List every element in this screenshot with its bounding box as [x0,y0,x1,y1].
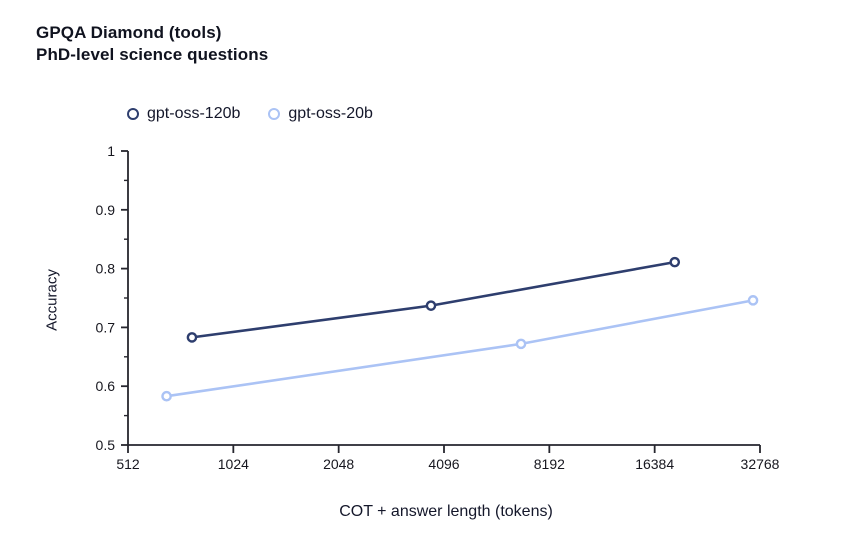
series-line-gpt-oss-20b [165,299,755,398]
series-line-gpt-oss-120b [190,260,677,339]
y-tick-label: 0.8 [96,261,116,277]
legend-item-gpt-oss-20b: gpt-oss-20b [268,105,373,123]
x-tick-label: 16384 [635,456,674,472]
x-tick-label: 1024 [218,456,249,472]
data-point [515,338,527,350]
y-tick-label: 0.9 [96,202,116,218]
legend: gpt-oss-120b gpt-oss-20b [127,105,373,123]
legend-item-gpt-oss-120b: gpt-oss-120b [127,105,240,123]
x-tick-label: 8192 [534,456,565,472]
y-axis-title: Accuracy [43,269,61,331]
data-point [747,295,759,306]
y-tick-label: 1 [107,143,115,159]
x-tick-label: 512 [116,456,140,472]
chart-header: GPQA Diamond (tools) PhD-level science q… [36,22,268,66]
data-point [669,256,681,268]
x-axis-title: COT + answer length (tokens) [339,503,553,520]
y-tick-label: 0.6 [96,378,116,394]
series-marker-icon [268,108,281,120]
legend-label: gpt-oss-120b [147,105,241,122]
y-tick-label: 0.7 [96,319,116,335]
legend-label: gpt-oss-20b [288,105,373,122]
series-marker-icon [127,108,139,120]
data-point [186,332,198,343]
data-point [161,390,172,402]
chart-subtitle: PhD-level science questions [36,45,269,64]
data-point [425,300,437,311]
x-tick-label: 4096 [428,456,459,472]
x-tick-label: 2048 [323,456,354,472]
chart-title: GPQA Diamond (tools) [36,23,222,42]
x-tick-label: 32768 [741,456,780,472]
y-tick-label: 0.5 [96,437,116,453]
axis-frame [127,151,760,446]
